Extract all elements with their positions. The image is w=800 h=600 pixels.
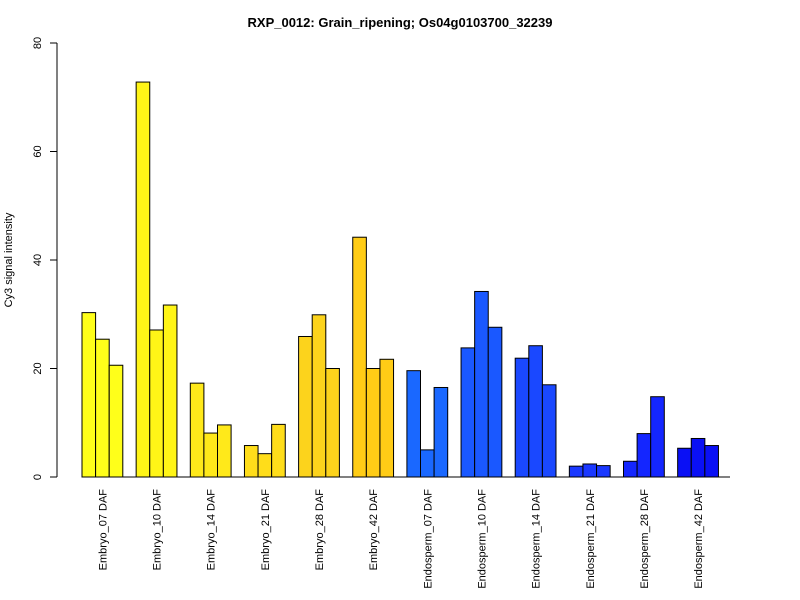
x-category-label: Endosperm_07 DAF [422, 489, 434, 589]
bar [406, 370, 421, 478]
x-category-label: Endosperm_14 DAF [531, 489, 543, 589]
bar [257, 453, 273, 478]
x-category-label: Embryo_07 DAF [97, 489, 109, 571]
bar [189, 382, 205, 478]
bar [650, 396, 665, 478]
x-category-label: Endosperm_42 DAF [693, 489, 705, 589]
x-category-label: Endosperm_21 DAF [585, 489, 597, 589]
y-tick-label: 20 [32, 362, 44, 374]
bar [636, 433, 652, 478]
bar [135, 81, 151, 478]
bar [582, 463, 598, 478]
bar [623, 460, 638, 478]
bar [474, 290, 489, 478]
bar [460, 347, 476, 478]
bar [203, 432, 218, 478]
bar [149, 329, 164, 478]
bar [433, 386, 449, 478]
bar [162, 304, 178, 478]
bar [690, 437, 706, 478]
bar [541, 384, 557, 478]
x-category-label: Embryo_14 DAF [206, 489, 218, 571]
bar [352, 236, 367, 478]
y-tick-label: 0 [32, 474, 44, 480]
bar [243, 445, 259, 478]
bar [298, 335, 313, 478]
bar [217, 424, 232, 478]
bar [568, 465, 584, 478]
chart-title: RXP_0012: Grain_ripening; Os04g0103700_3… [248, 15, 553, 30]
bar [487, 326, 503, 478]
x-category-label: Embryo_42 DAF [368, 489, 380, 571]
x-category-label: Embryo_28 DAF [314, 489, 326, 571]
bar [596, 465, 611, 478]
bar [514, 357, 530, 478]
y-axis-label: Cy3 signal intensity [3, 212, 15, 307]
y-tick-label: 60 [32, 145, 44, 157]
bar [528, 345, 543, 478]
x-category-label: Embryo_21 DAF [260, 489, 272, 571]
y-tick-label: 80 [32, 37, 44, 49]
x-category-label: Endosperm_10 DAF [476, 489, 488, 589]
bar [311, 314, 327, 478]
bar [365, 368, 381, 478]
x-category-label: Endosperm_28 DAF [639, 489, 651, 589]
bar [325, 368, 340, 478]
y-tick-label: 40 [32, 254, 44, 266]
category-labels: Embryo_07 DAF Embryo_10 DAF Embryo_14 DAF E… [97, 489, 705, 589]
x-category-label: Embryo_10 DAF [152, 489, 164, 571]
bar [677, 447, 692, 478]
bar [95, 338, 110, 478]
bar [81, 312, 97, 478]
y-axis: 0 20 40 60 80 [32, 37, 58, 480]
bar [704, 445, 719, 478]
bars [81, 81, 719, 478]
bar [271, 423, 286, 478]
bar [420, 449, 435, 478]
bar [108, 364, 124, 478]
bar [379, 358, 395, 478]
